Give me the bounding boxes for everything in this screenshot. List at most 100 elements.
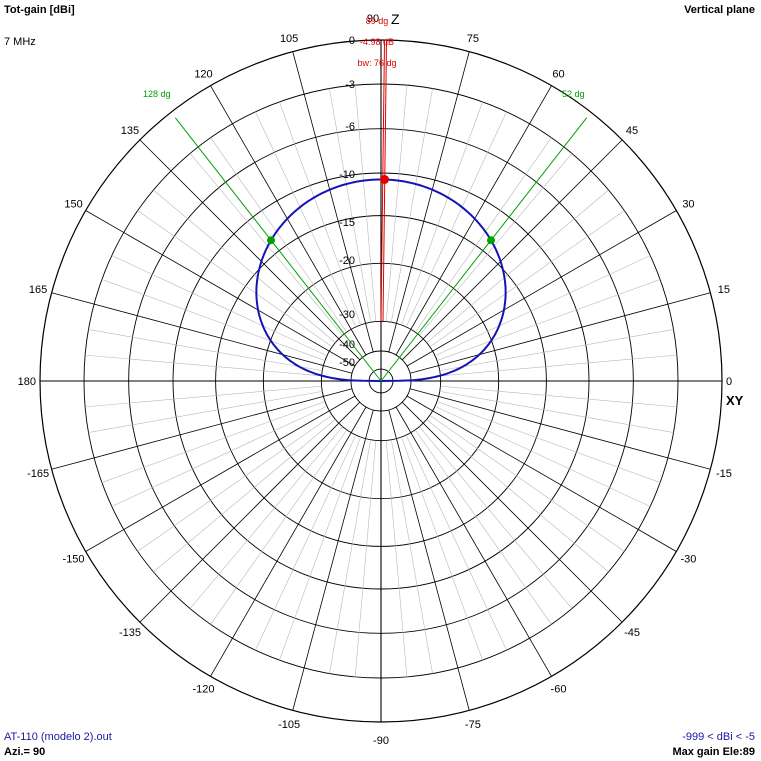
angle-tick-label: 105	[280, 33, 298, 45]
grid-minor-spoke	[434, 255, 651, 357]
angle-tick-label: 120	[194, 69, 212, 81]
axis-label-z: Z	[391, 11, 400, 27]
grid-minor-spoke	[137, 414, 333, 552]
grid-minor-spoke	[405, 434, 507, 651]
grid-spoke	[409, 292, 711, 374]
grid-minor-spoke	[210, 137, 348, 333]
angle-tick-label: 180	[18, 376, 36, 388]
grid-spoke	[210, 85, 367, 356]
grid-spoke	[406, 210, 677, 367]
beamwidth-line-right	[380, 117, 588, 382]
grid-minor-spoke	[429, 210, 625, 348]
angle-tick-label: 0	[726, 376, 732, 388]
grid-minor-spoke	[279, 436, 361, 661]
grid-minor-spoke	[111, 255, 328, 357]
radial-tick-label: -30	[339, 309, 355, 321]
grid-minor-spoke	[189, 153, 343, 336]
grid-minor-spoke	[419, 426, 573, 609]
radial-tick-label: -20	[339, 255, 355, 267]
grid-minor-spoke	[88, 329, 323, 371]
angle-tick-label: -135	[119, 627, 141, 639]
grid-minor-spoke	[401, 101, 483, 326]
grid-minor-spoke	[391, 88, 433, 323]
angle-tick-label: -120	[192, 683, 214, 695]
angle-tick-label: 150	[64, 199, 82, 211]
axis-label-xy: XY	[726, 393, 744, 408]
grid-minor-spoke	[329, 439, 371, 674]
grid-minor-spoke	[426, 189, 609, 343]
angle-tick-label: 30	[682, 199, 694, 211]
frequency-label: 7 MHz	[4, 36, 36, 48]
max-label-gain: -4.98 dB	[360, 37, 394, 47]
grid-minor-spoke	[436, 279, 661, 361]
grid-spoke	[292, 409, 374, 711]
azimuth-label: Azi.= 90	[4, 746, 46, 758]
grid-minor-spoke	[405, 111, 507, 328]
grid-spoke	[395, 85, 552, 356]
beamwidth-point-right	[486, 236, 495, 245]
grid-spoke	[409, 388, 711, 470]
grid-spoke	[51, 388, 353, 470]
grid-minor-spoke	[101, 401, 326, 483]
angle-tick-label: -60	[551, 683, 567, 695]
grid-minor-spoke	[436, 401, 661, 483]
max-gain-point	[380, 174, 390, 184]
grid-minor-spoke	[85, 354, 322, 377]
angle-tick-label: 15	[718, 284, 730, 296]
grid-spoke	[406, 395, 677, 552]
angle-tick-label: -45	[624, 627, 640, 639]
beamwidth-point-left	[267, 236, 276, 245]
grid-spoke	[85, 395, 356, 552]
grid-minor-spoke	[153, 189, 336, 343]
grid-minor-spoke	[426, 419, 609, 573]
beamwidth-label-left: 128 dg	[143, 89, 171, 99]
angle-tick-label: 45	[626, 125, 638, 137]
angle-tick-label: 165	[29, 284, 47, 296]
grid-minor-spoke	[440, 385, 677, 408]
max-label-bw: bw: 76 dg	[357, 58, 396, 68]
angle-tick-label: 75	[467, 33, 479, 45]
grid-minor-spoke	[101, 279, 326, 361]
angle-tick-label: 60	[552, 69, 564, 81]
angle-tick-label: -150	[63, 554, 85, 566]
grid-minor-spoke	[354, 440, 377, 677]
grid-minor-spoke	[153, 419, 336, 573]
grid-minor-spoke	[391, 439, 433, 674]
grid-minor-spoke	[279, 101, 361, 326]
max-label-angle: 89 dg	[366, 16, 389, 26]
grid-minor-spoke	[419, 153, 573, 336]
grid-minor-spoke	[329, 88, 371, 323]
grid-spoke	[139, 401, 361, 623]
grid-minor-spoke	[439, 391, 674, 433]
grid-minor-spoke	[189, 426, 343, 609]
angle-tick-label: -75	[465, 719, 481, 731]
angle-tick-label: -165	[27, 468, 49, 480]
grid-minor-spoke	[439, 329, 674, 371]
grid-spoke	[292, 51, 374, 353]
grid-spoke	[395, 406, 552, 677]
chart-title: Tot-gain [dBi]	[4, 4, 75, 16]
beamwidth-label-right: 52 dg	[562, 89, 585, 99]
file-name-label: AT-110 (modelo 2).out	[4, 731, 112, 743]
grid-minor-spoke	[354, 85, 377, 322]
grid-minor-spoke	[255, 111, 357, 328]
radial-tick-label: -15	[339, 217, 355, 229]
plane-label: Vertical plane	[684, 4, 755, 16]
angle-tick-label: -30	[680, 554, 696, 566]
grid-spoke	[51, 292, 353, 374]
grid-minor-spoke	[440, 354, 677, 377]
grid-spoke	[401, 139, 623, 361]
grid-minor-spoke	[385, 85, 408, 322]
grid-minor-spoke	[137, 210, 333, 348]
radial-tick-label: -50	[339, 357, 355, 369]
angle-tick-label: 135	[121, 125, 139, 137]
grid-minor-spoke	[385, 440, 408, 677]
grid-minor-spoke	[111, 405, 328, 507]
radial-tick-label: 0	[349, 35, 355, 47]
grid-spoke	[388, 409, 470, 711]
radial-tick-label: -3	[345, 79, 355, 91]
grid-spoke	[210, 406, 367, 677]
grid-minor-spoke	[88, 391, 323, 433]
grid-spoke	[139, 139, 361, 361]
